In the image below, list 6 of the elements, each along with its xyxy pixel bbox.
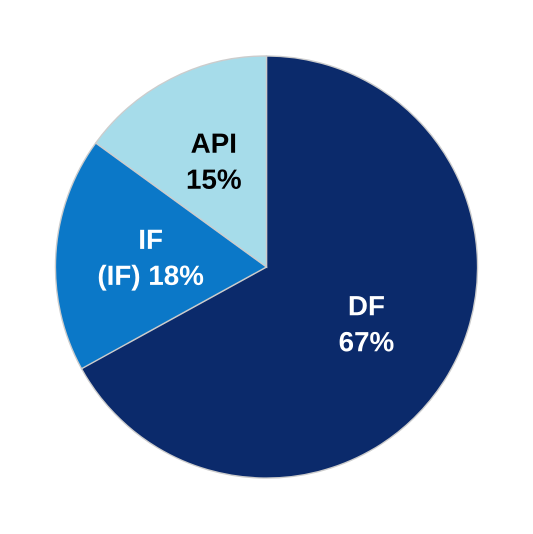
data-label: (IF) 18% (98, 264, 204, 291)
data-label: 67% (340, 332, 394, 352)
slice-label: DF (350, 296, 384, 316)
slice-label: API (191, 134, 236, 153)
slice-label: IF (140, 230, 162, 249)
data-label: 15% (188, 169, 241, 189)
